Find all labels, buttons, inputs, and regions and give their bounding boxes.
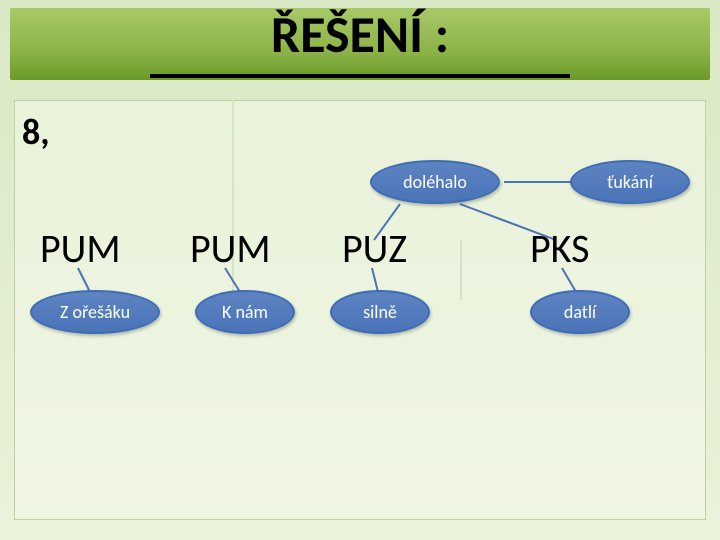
title-underline: [150, 74, 570, 78]
grammar-label-0: PUM: [40, 224, 121, 273]
slide: ŘEŠENÍ : 8, PUM PUM PUZ PKS doléhalo ťukání Z…: [0, 0, 720, 540]
grammar-label-1: PUM: [190, 224, 271, 273]
word-node-knam: K nám: [195, 290, 295, 334]
grammar-label-2: PUZ: [342, 224, 407, 273]
word-node-dolehalo: doléhalo: [370, 160, 500, 204]
exercise-number: 8,: [22, 110, 50, 154]
vertical-divider-2: [460, 240, 462, 300]
word-node-zoresaku: Z ořešáku: [30, 290, 160, 334]
word-node-silne: silně: [330, 290, 430, 334]
grammar-label-3: PKS: [530, 224, 589, 273]
word-node-tukani: ťukání: [570, 160, 690, 204]
slide-title: ŘEŠENÍ :: [0, 2, 720, 66]
word-node-datli: datlí: [530, 290, 630, 334]
